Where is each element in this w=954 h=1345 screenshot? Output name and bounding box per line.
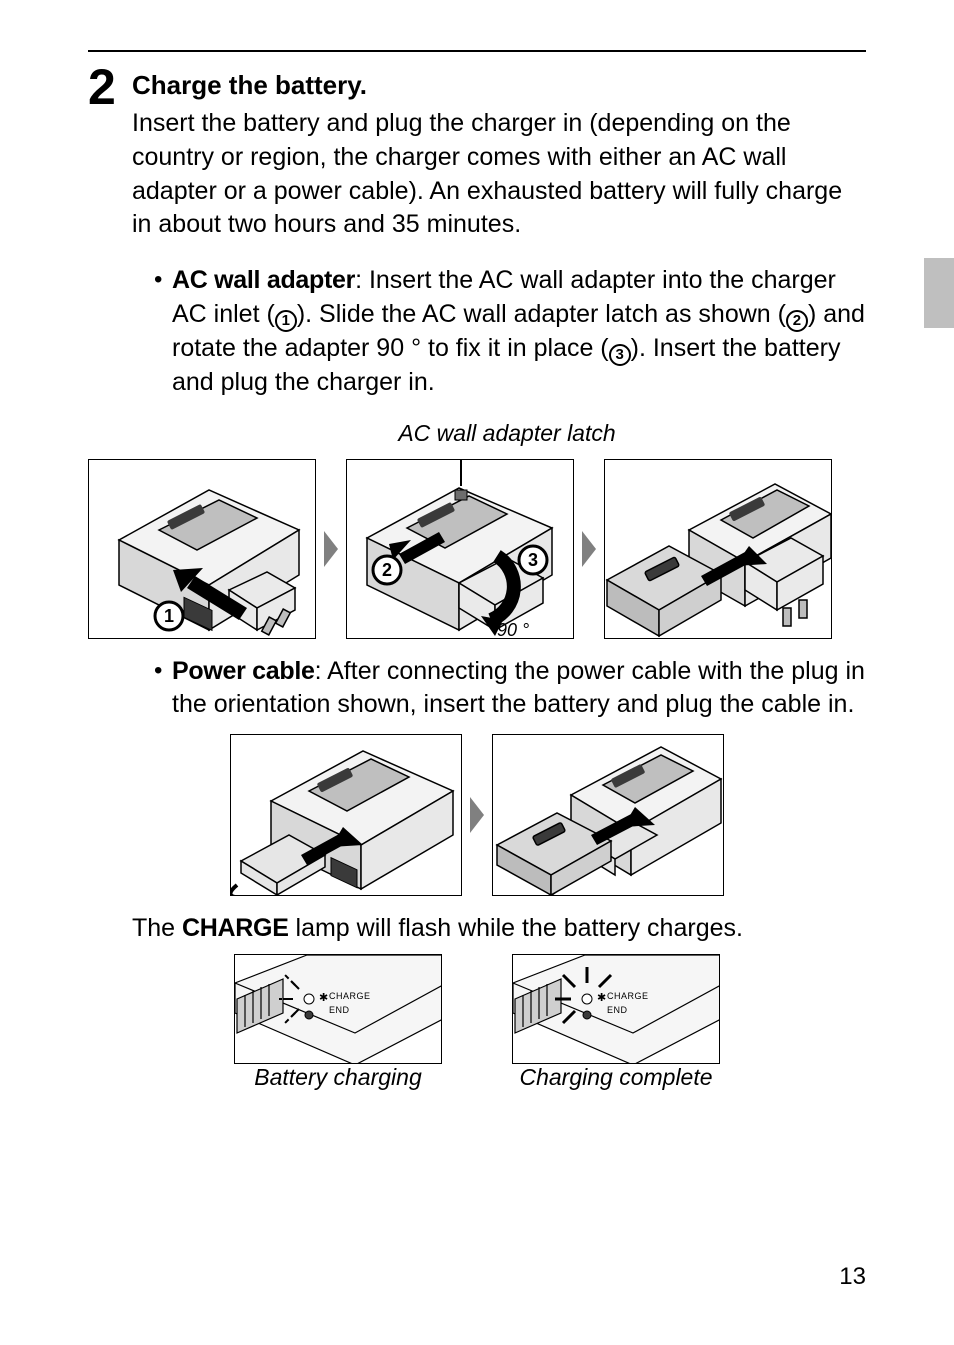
ac-diagram-3 (604, 459, 832, 639)
ac-text-2: ). Slide the AC wall adapter latch as sh… (297, 300, 786, 328)
svg-text:END: END (329, 1005, 350, 1015)
svg-text:✱: ✱ (319, 992, 328, 1004)
charge-lamp-row: ✱ CHARGE END Battery charging (88, 954, 866, 1091)
svg-text:CHARGE: CHARGE (329, 991, 371, 1001)
power-diagram-2 (492, 734, 724, 896)
svg-text:3: 3 (528, 550, 538, 570)
bullet-power-cable: • Power cable: After connecting the powe… (154, 655, 866, 723)
svg-text:2: 2 (382, 560, 392, 580)
svg-text:CHARGE: CHARGE (607, 991, 649, 1001)
step-body: Charge the battery. Insert the battery a… (132, 62, 866, 410)
svg-text:✱: ✱ (597, 992, 606, 1004)
svg-text:END: END (607, 1005, 628, 1015)
panel1-circ1: 1 (164, 606, 174, 626)
step-2: 2 Charge the battery. Insert the battery… (88, 62, 866, 410)
arrow-icon (324, 531, 338, 567)
charge-lamp-left: ✱ CHARGE END Battery charging (234, 954, 442, 1091)
charge-post: lamp will flash while the battery charge… (289, 914, 743, 942)
svg-text:90 °: 90 ° (497, 620, 529, 639)
bullets-2: • Power cable: After connecting the powe… (132, 655, 866, 723)
charge-lamp-right: ✱ CHARGE END Charging complete (512, 954, 720, 1091)
bullet-dot: • (154, 264, 172, 400)
ac-latch-caption: AC wall adapter latch (148, 420, 866, 447)
ac-diagram-2: 2 3 90 ° (346, 459, 574, 639)
latch-pointer-line (460, 459, 462, 486)
bullet-power-text: Power cable: After connecting the power … (172, 655, 866, 723)
charge-lamp-charging-panel: ✱ CHARGE END (234, 954, 442, 1064)
charge-bold: CHARGE (182, 914, 289, 942)
power-label: Power cable (172, 657, 315, 685)
top-rule (88, 50, 866, 52)
charge-sentence: The CHARGE lamp will flash while the bat… (132, 912, 866, 946)
caption-complete: Charging complete (519, 1064, 712, 1091)
page: 2 Charge the battery. Insert the battery… (0, 0, 954, 1345)
bullet-ac-adapter: • AC wall adapter: Insert the AC wall ad… (154, 264, 866, 400)
step-number: 2 (88, 62, 132, 112)
circled-1-icon: 1 (275, 310, 297, 332)
power-diagram-row (88, 734, 866, 896)
bullet-ac-text: AC wall adapter: Insert the AC wall adap… (172, 264, 866, 400)
circled-2-icon: 2 (786, 310, 808, 332)
charge-lamp-complete-panel: ✱ CHARGE END (512, 954, 720, 1064)
side-tab (924, 258, 954, 328)
arrow-icon (470, 797, 484, 833)
arrow-icon (582, 531, 596, 567)
bullets: • AC wall adapter: Insert the AC wall ad… (132, 264, 866, 400)
step-title: Charge the battery. (132, 70, 866, 101)
ac-diagram-1: 1 (88, 459, 316, 639)
power-diagram-1 (230, 734, 462, 896)
caption-charging: Battery charging (254, 1064, 421, 1091)
step-intro: Insert the battery and plug the charger … (132, 107, 866, 242)
bullet-dot: • (154, 655, 172, 723)
ac-diagram-row: 1 (88, 459, 866, 639)
ac-label: AC wall adapter (172, 266, 355, 294)
page-number: 13 (839, 1263, 866, 1291)
circled-3-icon: 3 (609, 344, 631, 366)
charge-pre: The (132, 914, 182, 942)
